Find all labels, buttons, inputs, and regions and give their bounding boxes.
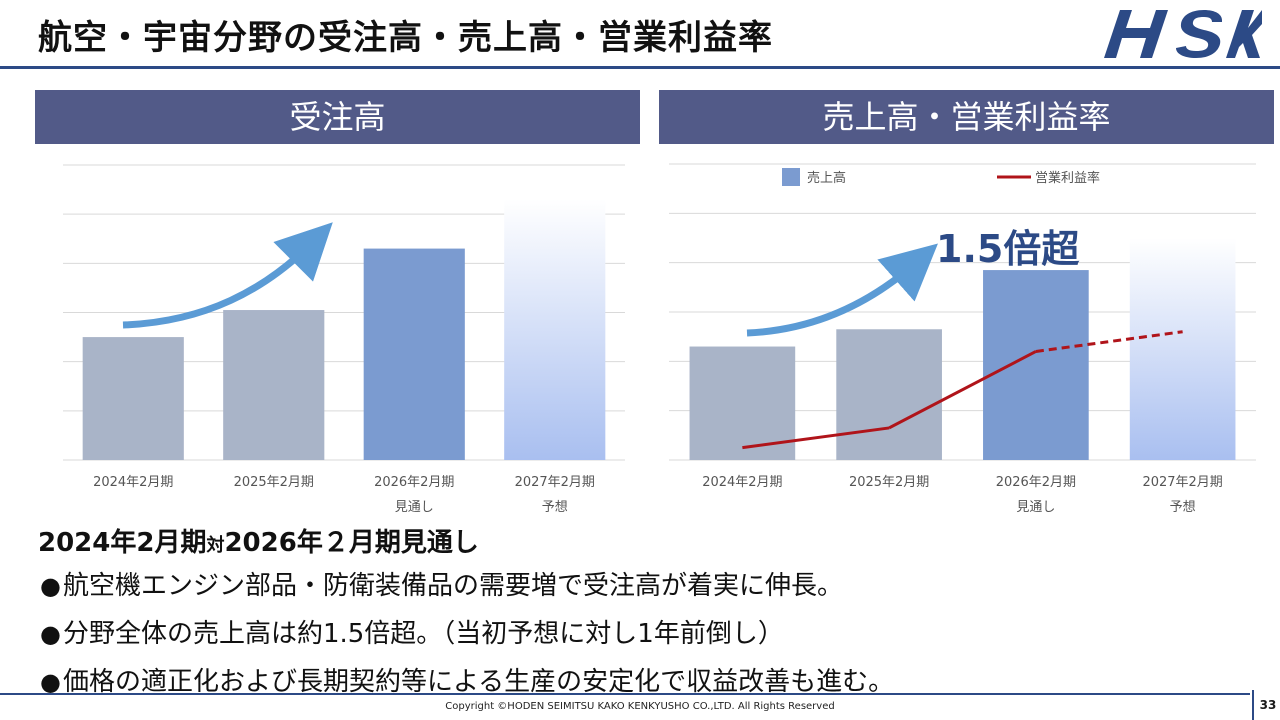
x-tick-label: 2025年2月期 [849,475,929,490]
sales-panel-header: 売上高・営業利益率 [659,90,1274,144]
bar [983,270,1089,460]
x-tick-label: 2026年2月期 [996,475,1076,490]
summary-heading-vs: 対 [206,535,225,556]
bullet-item: ●航空機エンジン部品・防衛装備品の需要増で受注高が着実に伸長。 [40,566,894,614]
x-tick-label: 2026年2月期 [374,475,454,490]
bar [82,337,184,460]
bullet-item: ●分野全体の売上高は約1.5倍超。（当初予想に対し1年前倒し） [40,614,894,662]
bullet-dot-icon: ● [40,572,61,600]
x-tick-sublabel: 見通し [1016,500,1055,515]
page-number: 33 [1252,690,1280,720]
orders-panel-header: 受注高 [35,90,640,144]
legend-label-margin: 営業利益率 [1035,170,1100,186]
bar [363,248,465,460]
bar [689,346,796,460]
margin-line-segment [1035,330,1183,353]
bar [223,310,325,460]
growth-callout: 1.5倍超 [936,227,1080,271]
copyright-notice: Copyright ©HODEN SEIMITSU KAKO KENKYUSHO… [445,701,835,712]
summary-bullets: ●航空機エンジン部品・防衛装備品の需要増で受注高が着実に伸長。 ●分野全体の売上… [40,566,894,710]
summary-heading-from: 2024年2月期 [38,528,207,558]
bar [504,199,606,460]
x-tick-label: 2027年2月期 [515,475,595,490]
x-tick-label: 2024年2月期 [702,475,782,490]
margin-line-segment [888,350,1037,430]
bullet-item: ●価格の適正化および長期契約等による生産の安定化で収益改善も進む。 [40,662,894,710]
trend-arrow-icon [746,243,938,337]
x-tick-sublabel: 見通し [395,500,434,515]
legend-swatch-sales [782,168,800,186]
bullet-dot-icon: ● [40,668,61,696]
x-tick-sublabel: 予想 [542,499,568,515]
company-logo [1104,10,1262,58]
bullet-text: 分野全体の売上高は約1.5倍超。（当初予想に対し1年前倒し） [62,619,784,649]
bullet-text: 価格の適正化および長期契約等による生産の安定化で収益改善も進む。 [62,667,895,697]
summary-heading-to: 2026年２月期見通し [224,528,479,558]
bullet-dot-icon: ● [40,620,61,648]
bar [836,329,942,460]
slide-title: 航空・宇宙分野の受注高・売上高・営業利益率 [38,18,773,58]
title-underline [0,66,1280,69]
x-tick-label: 2024年2月期 [93,475,173,490]
x-tick-label: 2025年2月期 [234,475,314,490]
bar [1129,238,1236,460]
legend-label-sales: 売上高 [807,170,846,186]
x-tick-label: 2027年2月期 [1142,475,1222,490]
footer-rule [0,693,1250,695]
bullet-text: 航空機エンジン部品・防衛装備品の需要増で受注高が着実に伸長。 [62,571,843,601]
trend-arrow-icon [122,222,333,329]
margin-line-segment [742,426,890,450]
x-tick-sublabel: 予想 [1170,499,1196,515]
summary-heading: 2024年2月期対2026年２月期見通し [38,522,479,559]
